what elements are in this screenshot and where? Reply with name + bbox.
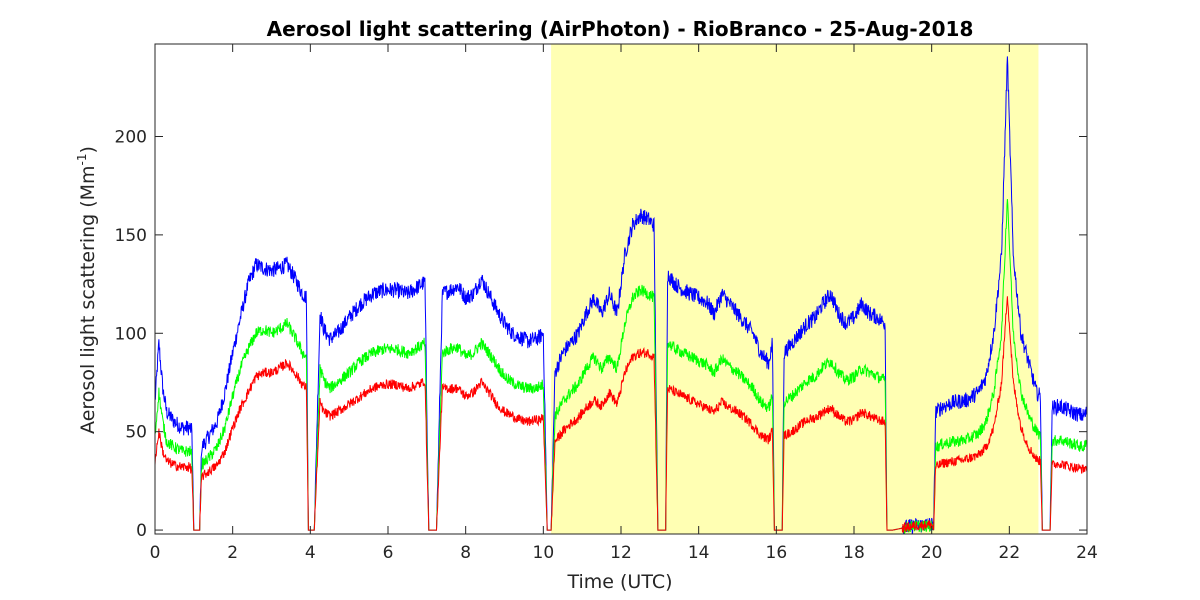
y-axis-title-superscript: -1 [75, 153, 89, 165]
chart-title: Aerosol light scattering (AirPhoton) - R… [267, 17, 974, 41]
y-tick-label: 200 [115, 127, 147, 147]
y-axis-title: Aerosol light scattering (Mm-1) [75, 146, 99, 434]
x-tick-label: 8 [460, 543, 471, 563]
y-axis-title-close: ) [77, 146, 99, 153]
y-tick-label: 100 [115, 324, 147, 344]
y-tick-label: 50 [125, 423, 147, 443]
x-tick-label: 12 [610, 543, 632, 563]
x-tick-label: 2 [227, 543, 238, 563]
y-tick-label: 150 [115, 226, 147, 246]
plot-area [155, 44, 1087, 534]
x-tick-label: 10 [533, 543, 555, 563]
x-tick-label: 16 [766, 543, 788, 563]
highlight-region [551, 44, 1039, 534]
x-tick-label: 0 [150, 543, 161, 563]
x-tick-label: 22 [999, 543, 1021, 563]
x-axis-title: Time (UTC) [566, 571, 672, 593]
y-tick-label: 0 [136, 521, 147, 541]
x-tick-label: 4 [305, 543, 316, 563]
x-tick-label: 20 [921, 543, 943, 563]
y-axis-title-main: Aerosol light scattering (Mm [77, 165, 99, 434]
x-tick-label: 18 [843, 543, 865, 563]
x-tick-label: 24 [1076, 543, 1098, 563]
x-tick-label: 6 [383, 543, 394, 563]
x-tick-label: 14 [688, 543, 710, 563]
